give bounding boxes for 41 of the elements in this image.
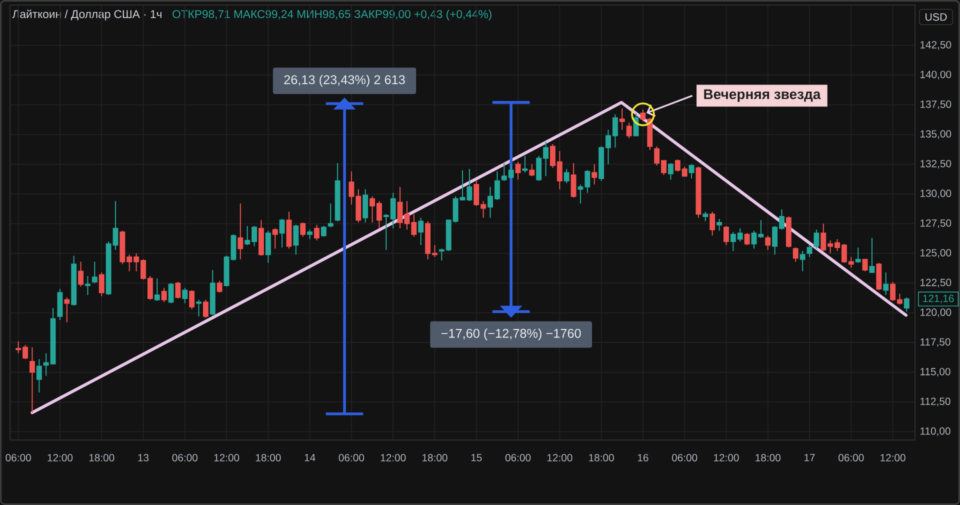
y-tick-label: 135,00 <box>920 130 952 139</box>
y-tick-label: 112,50 <box>920 398 950 406</box>
x-tick-label: 13 <box>138 454 149 462</box>
y-tick-label: 122,50 <box>920 278 952 288</box>
y-tick-label: 125,00 <box>920 249 952 258</box>
y-tick-label: 117,50 <box>920 338 950 347</box>
x-tick-label: 06:00 <box>838 454 864 462</box>
x-tick-label: 18:00 <box>589 454 614 462</box>
x-tick-label: 12:00 <box>714 454 739 462</box>
x-tick-label: 06:00 <box>6 454 31 462</box>
y-tick-label: 142,50 <box>920 41 952 50</box>
x-tick-label: 18:00 <box>422 454 448 462</box>
x-tick-label: 14 <box>304 454 316 462</box>
x-tick-label: 12:00 <box>547 454 572 462</box>
y-tick-label: 132,50 <box>920 160 952 169</box>
series-label: −17,60 (−12,78%) −1760 <box>441 328 581 340</box>
y-tick-label: 110,00 <box>920 427 950 436</box>
y-tick-label: 137,50 <box>920 100 952 110</box>
y-tick-label: 127,50 <box>920 219 952 228</box>
x-tick-label: 06:00 <box>672 454 698 462</box>
series-label: 26,13 (23,43%) 2 613 <box>284 74 405 87</box>
x-tick-label: 16 <box>638 454 648 462</box>
x-tick-label: 15 <box>471 454 482 462</box>
y-tick-label: 140,00 <box>920 70 952 80</box>
x-tick-label: 06:00 <box>505 454 531 462</box>
y-tick-label: 130,00 <box>920 190 952 198</box>
annotation: 121,16 <box>923 294 954 304</box>
y-tick-label: 120,00 <box>920 308 952 318</box>
x-tick-label: 18:00 <box>89 454 114 462</box>
x-tick-label: 12:00 <box>48 454 73 462</box>
x-tick-label: 12:00 <box>880 454 906 462</box>
y-tick-label: 115,00 <box>920 368 950 377</box>
x-tick-label: 17 <box>804 454 815 462</box>
x-tick-label: 18:00 <box>256 454 281 462</box>
x-tick-label: 06:00 <box>338 454 364 462</box>
x-tick-label: 06:00 <box>172 454 198 462</box>
x-tick-label: 18:00 <box>756 454 780 462</box>
x-tick-label: 12:00 <box>380 454 406 462</box>
annotation: Вечерняя звезда <box>704 89 821 102</box>
y-axis-title: USD <box>926 13 947 21</box>
x-tick-label: 12:00 <box>214 454 240 462</box>
